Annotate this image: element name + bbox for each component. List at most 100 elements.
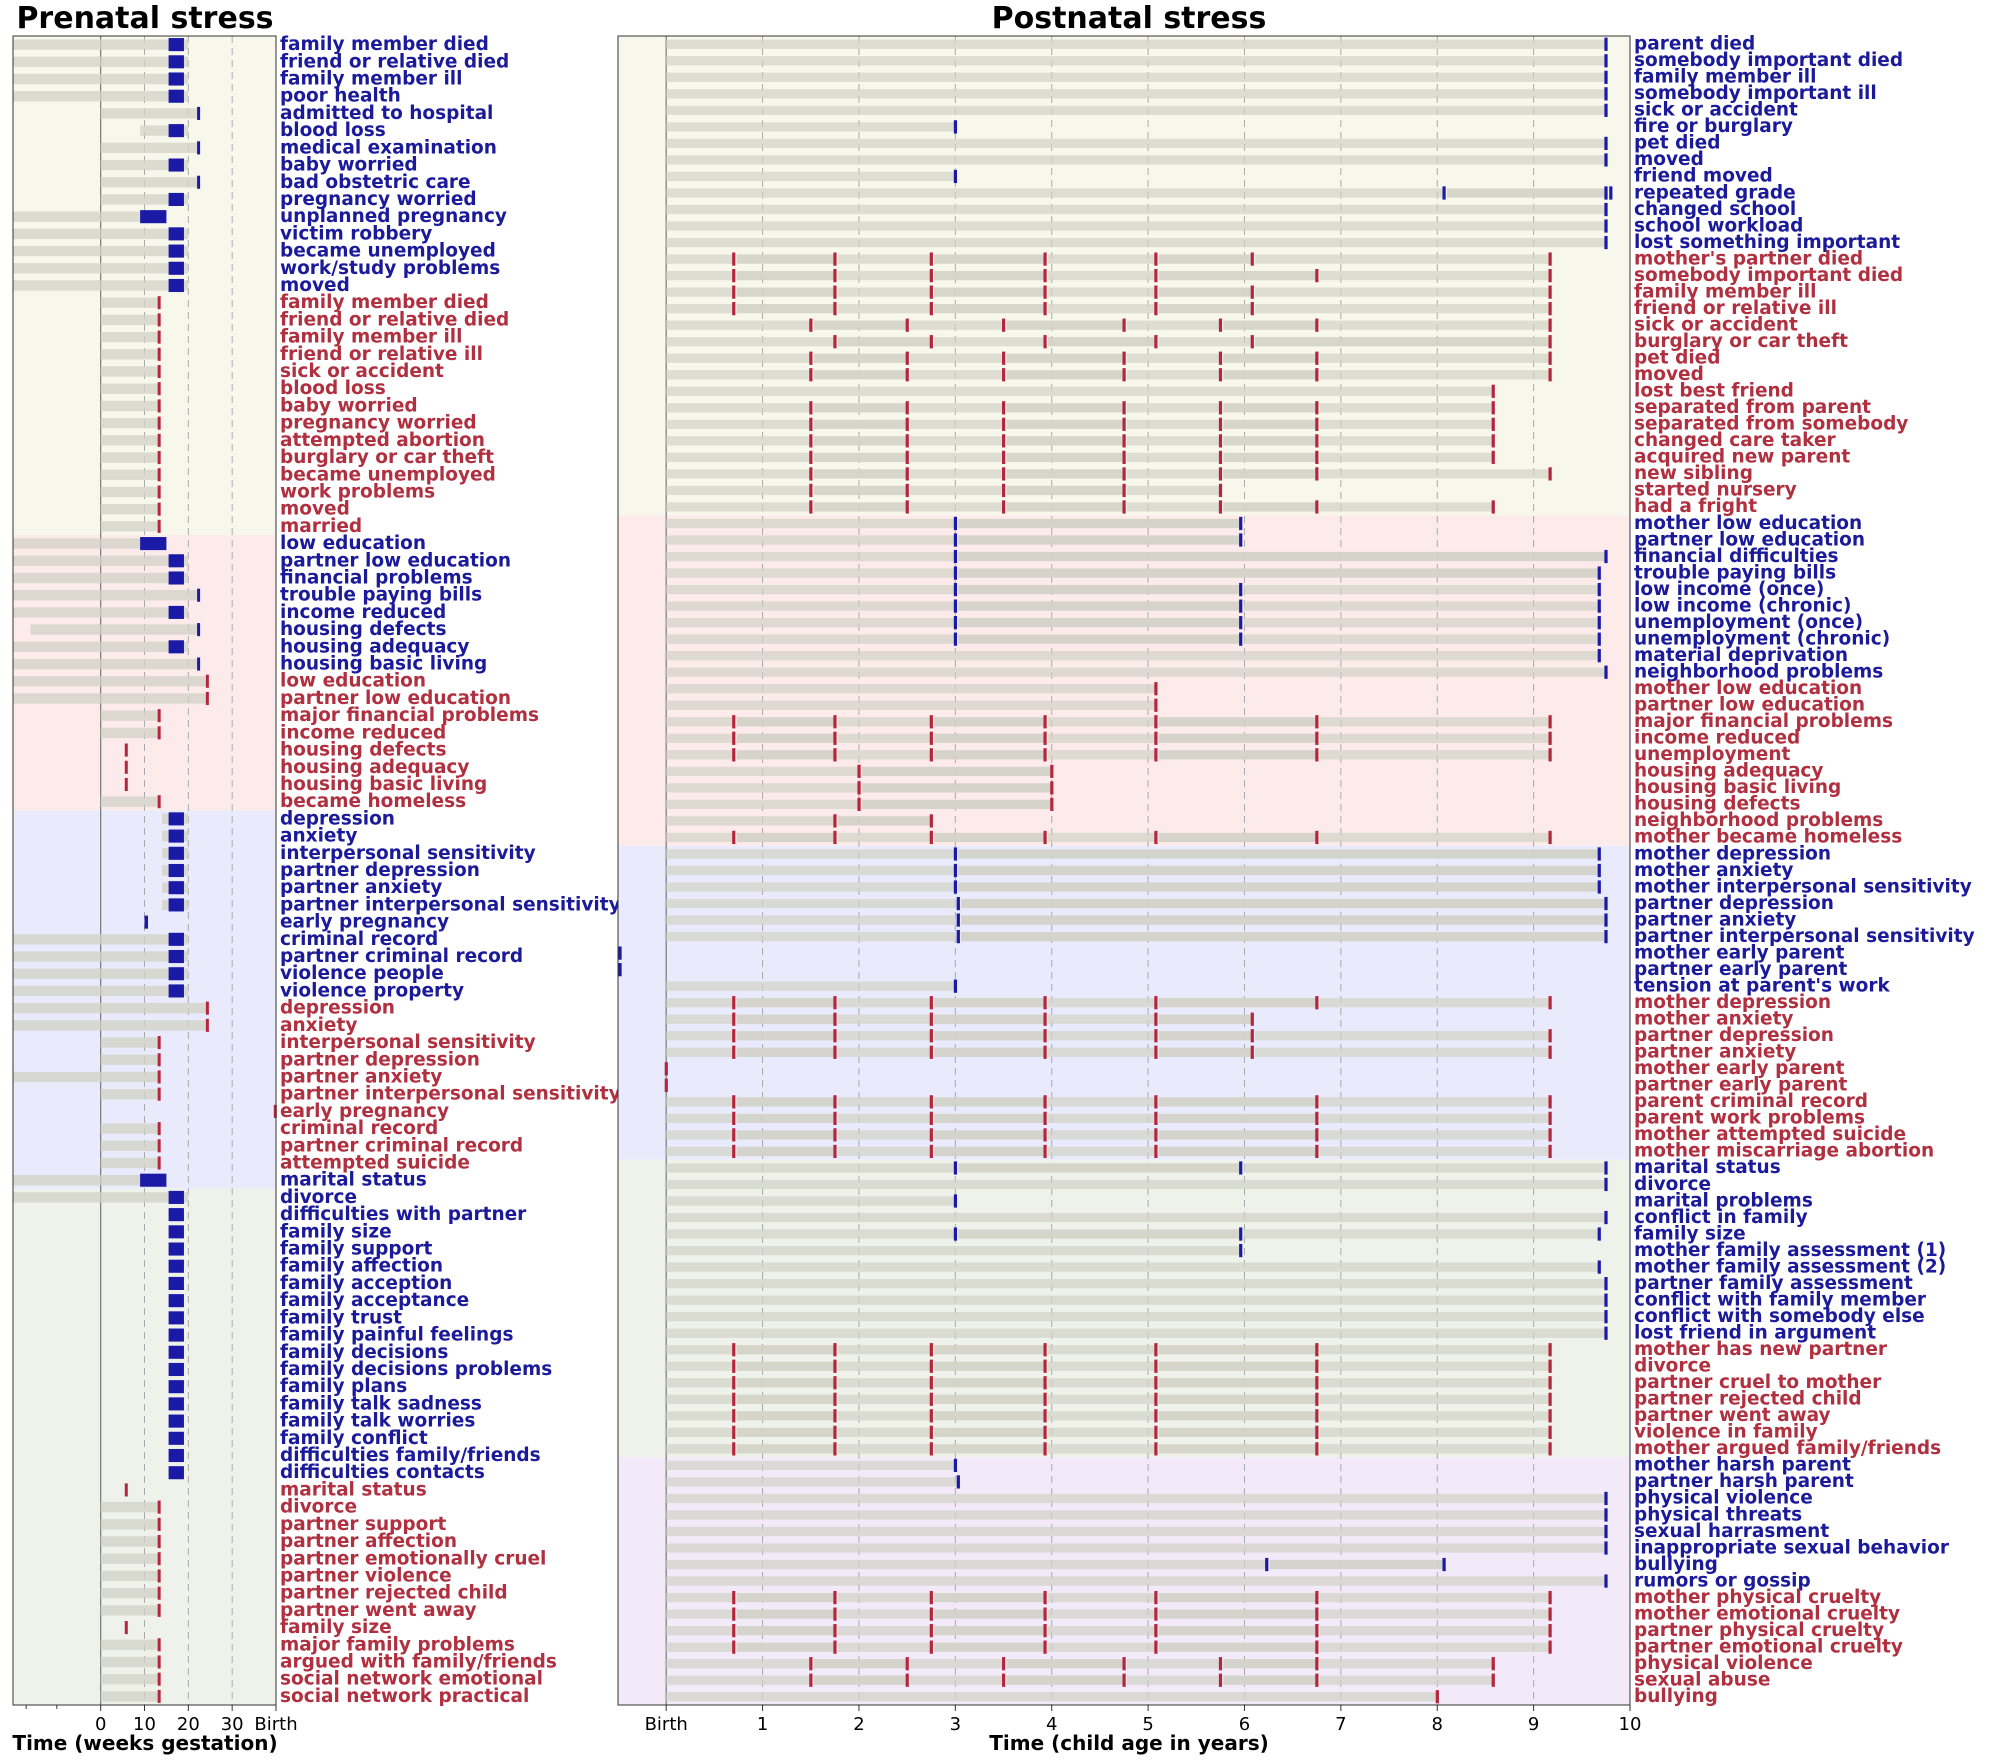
range-bar: [934, 1378, 1045, 1388]
event-marker: [1315, 500, 1319, 514]
range-bar: [666, 783, 859, 793]
event-marker: [168, 1328, 184, 1342]
range-bar: [1319, 1146, 1551, 1157]
event-marker: [1218, 417, 1223, 431]
row-label: marital status: [1634, 1157, 1781, 1178]
row-label: marital status: [280, 1170, 427, 1191]
row-label: sick or accident: [280, 361, 444, 382]
range-bar: [13, 641, 189, 652]
row-label: early pregnancy: [280, 912, 449, 933]
event-marker: [929, 1425, 933, 1439]
event-marker: [1002, 368, 1006, 382]
range-bar: [100, 1501, 158, 1513]
event-marker: [157, 502, 161, 516]
range-bar: [1047, 1444, 1156, 1454]
event-marker: [1609, 186, 1613, 200]
range-bar: [934, 1427, 1045, 1437]
row-label: interpersonal sensitivity: [280, 1032, 536, 1053]
event-marker: [197, 657, 201, 671]
row-label: mother early parent: [1634, 942, 1845, 963]
event-marker: [1315, 830, 1319, 845]
row-label: family member died: [280, 292, 489, 313]
range-bar: [666, 1130, 734, 1140]
row-label: attempted suicide: [280, 1153, 470, 1174]
event-marker: [1043, 1128, 1047, 1142]
range-bar: [100, 452, 158, 463]
event-marker: [732, 1590, 736, 1605]
row-label: family talk sadness: [280, 1393, 482, 1414]
range-bar: [13, 555, 189, 566]
range-bar: [666, 204, 1606, 215]
event-marker: [1043, 302, 1047, 316]
range-bar: [666, 452, 811, 463]
range-bar: [958, 849, 1600, 859]
range-bar: [100, 331, 158, 343]
event-marker: [732, 1095, 736, 1109]
event-marker: [1250, 302, 1254, 316]
event-marker: [197, 588, 201, 602]
range-bar: [1158, 270, 1317, 281]
range-bar: [666, 601, 956, 611]
event-marker: [929, 715, 933, 729]
row-label: mother depression: [1634, 992, 1831, 1013]
row-label: repeated grade: [1634, 182, 1796, 203]
range-bar: [13, 572, 189, 584]
range-bar: [736, 270, 835, 281]
range-bar: [100, 1037, 158, 1048]
row-label: became homeless: [280, 791, 466, 812]
range-bar: [837, 998, 932, 1008]
range-bar: [666, 898, 959, 909]
row-label: income reduced: [1634, 728, 1800, 749]
row-label: low education: [280, 671, 426, 692]
event-marker: [1218, 368, 1223, 382]
event-marker: [1315, 715, 1319, 729]
event-marker: [168, 192, 184, 206]
row-label: friend or relative died: [280, 309, 509, 330]
range-bar: [1255, 304, 1551, 314]
range-bar: [1319, 1113, 1551, 1123]
range-bar: [1158, 1047, 1253, 1057]
event-marker: [929, 1343, 933, 1357]
row-label: parent work problems: [1634, 1108, 1865, 1129]
event-marker: [956, 929, 960, 944]
event-marker: [732, 1045, 736, 1059]
event-marker: [1315, 1128, 1319, 1142]
range-bar: [1126, 485, 1221, 496]
row-label: partner low education: [280, 550, 511, 571]
event-marker: [1315, 467, 1319, 481]
range-bar: [1319, 1659, 1494, 1669]
event-marker: [1002, 351, 1006, 365]
event-marker: [157, 1139, 161, 1153]
event-marker: [929, 285, 933, 299]
range-bar: [666, 122, 956, 132]
row-label: difficulties family/friends: [280, 1445, 541, 1466]
row-label: moved: [280, 499, 350, 520]
postnatal-x-axis-label: Time (child age in years): [989, 1731, 1269, 1755]
event-marker: [1491, 500, 1495, 514]
event-marker: [1597, 880, 1601, 894]
event-marker: [1597, 1227, 1601, 1241]
range-bar: [666, 1609, 734, 1619]
row-label: violence property: [280, 980, 464, 1001]
event-marker: [833, 1111, 837, 1125]
row-label: family painful feelings: [280, 1325, 513, 1346]
range-bar: [837, 1361, 932, 1371]
row-label: mother family assessment (1): [1634, 1240, 1946, 1261]
row-label: mother anxiety: [1634, 860, 1794, 881]
event-marker: [168, 967, 184, 981]
range-bar: [13, 676, 206, 687]
event-marker: [1122, 401, 1126, 415]
range-bar: [666, 1592, 734, 1603]
row-label: income reduced: [280, 602, 446, 623]
event-marker: [664, 1062, 668, 1076]
event-marker: [1154, 682, 1158, 696]
range-bar: [934, 750, 1045, 760]
range-bar: [1158, 832, 1317, 843]
postnatal-title: Postnatal stress: [992, 1, 1267, 36]
row-label: criminal record: [280, 1118, 438, 1139]
range-bar: [910, 1675, 1004, 1685]
range-bar: [1223, 436, 1317, 446]
event-marker: [1548, 1442, 1552, 1456]
range-bar: [13, 968, 189, 979]
range-bar: [666, 882, 956, 892]
